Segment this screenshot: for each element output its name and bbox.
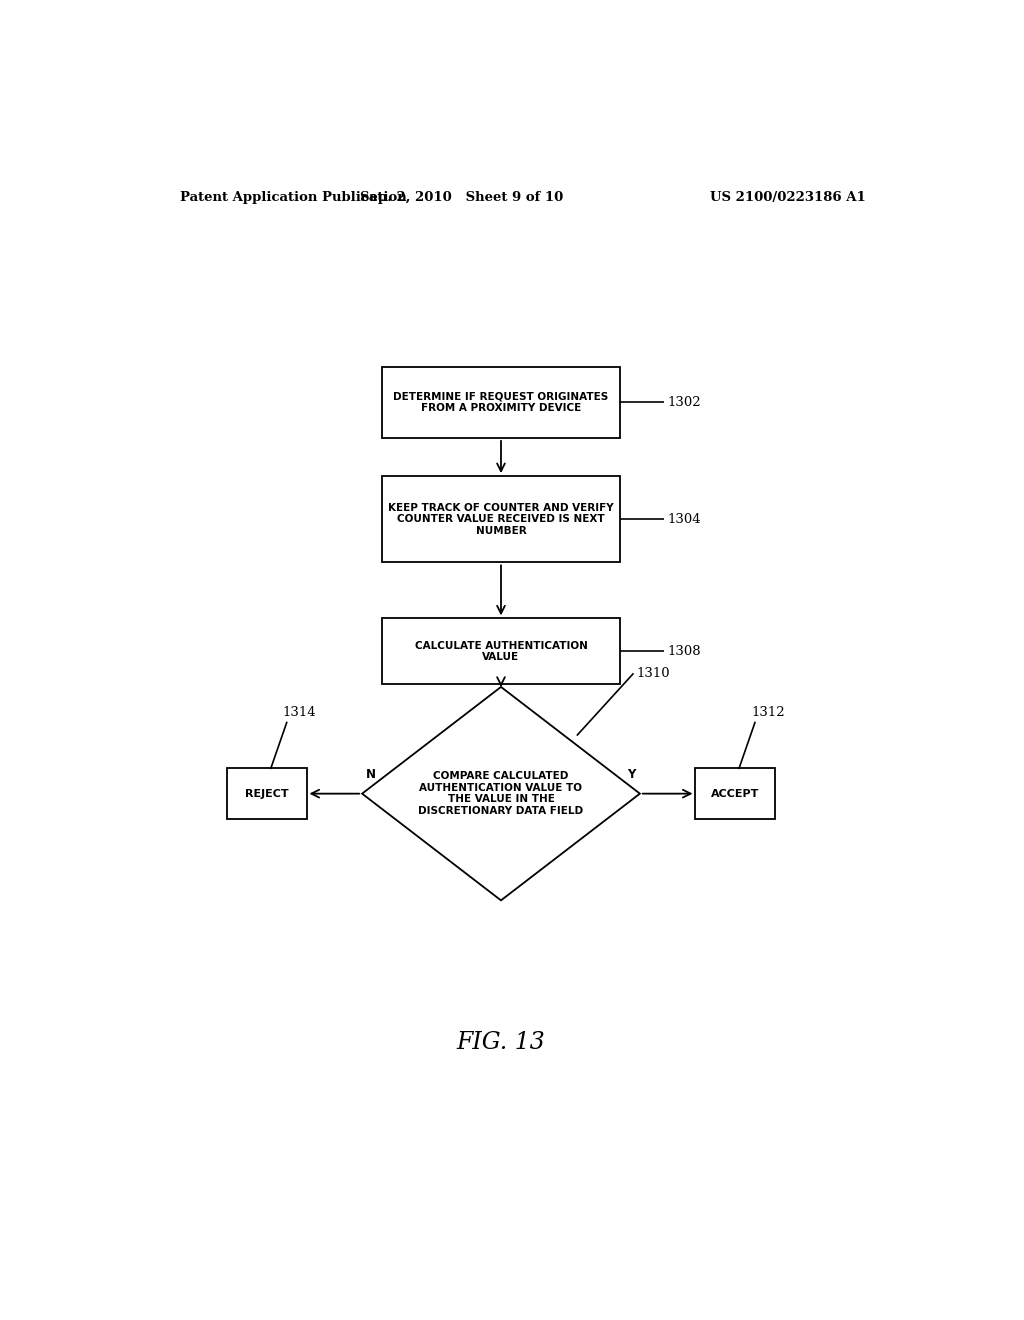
Text: REJECT: REJECT bbox=[245, 788, 289, 799]
FancyBboxPatch shape bbox=[695, 768, 775, 818]
Text: CALCULATE AUTHENTICATION
VALUE: CALCULATE AUTHENTICATION VALUE bbox=[415, 640, 588, 663]
FancyBboxPatch shape bbox=[382, 477, 620, 562]
Text: 1304: 1304 bbox=[668, 512, 701, 525]
Text: Sep. 2, 2010   Sheet 9 of 10: Sep. 2, 2010 Sheet 9 of 10 bbox=[359, 190, 563, 203]
Text: 1310: 1310 bbox=[637, 668, 671, 681]
Text: N: N bbox=[367, 768, 376, 781]
Text: Patent Application Publication: Patent Application Publication bbox=[179, 190, 407, 203]
Text: FIG. 13: FIG. 13 bbox=[457, 1031, 546, 1055]
Text: Y: Y bbox=[628, 768, 636, 781]
Text: KEEP TRACK OF COUNTER AND VERIFY
COUNTER VALUE RECEIVED IS NEXT
NUMBER: KEEP TRACK OF COUNTER AND VERIFY COUNTER… bbox=[388, 503, 613, 536]
Text: 1314: 1314 bbox=[283, 706, 316, 719]
Text: DETERMINE IF REQUEST ORIGINATES
FROM A PROXIMITY DEVICE: DETERMINE IF REQUEST ORIGINATES FROM A P… bbox=[393, 392, 608, 413]
Text: 1302: 1302 bbox=[668, 396, 701, 409]
Text: ACCEPT: ACCEPT bbox=[711, 788, 759, 799]
Polygon shape bbox=[362, 686, 640, 900]
Text: 1312: 1312 bbox=[751, 706, 784, 719]
FancyBboxPatch shape bbox=[382, 367, 620, 438]
Text: 1308: 1308 bbox=[668, 645, 701, 657]
Text: US 2100/0223186 A1: US 2100/0223186 A1 bbox=[711, 190, 866, 203]
FancyBboxPatch shape bbox=[227, 768, 306, 818]
Text: COMPARE CALCULATED
AUTHENTICATION VALUE TO
THE VALUE IN THE
DISCRETIONARY DATA F: COMPARE CALCULATED AUTHENTICATION VALUE … bbox=[419, 771, 584, 816]
FancyBboxPatch shape bbox=[382, 618, 620, 684]
